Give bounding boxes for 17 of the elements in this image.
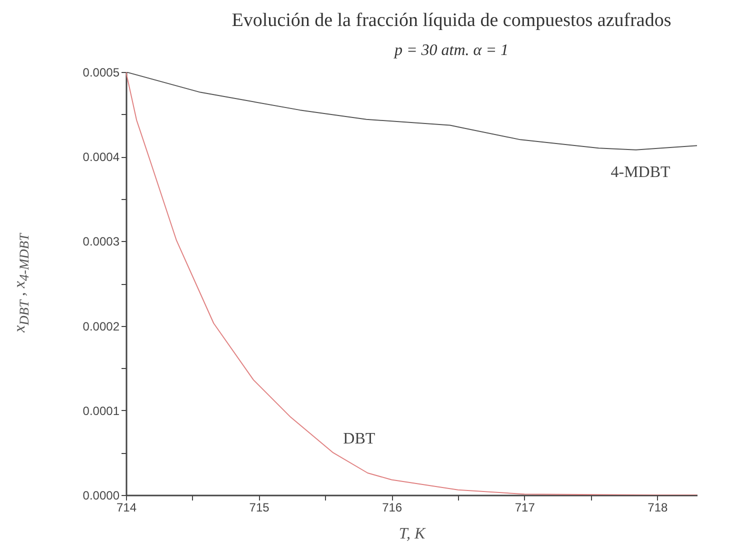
x-tick-label: 714 (116, 500, 137, 514)
x-tick-label: 716 (382, 500, 402, 514)
x-axis-title: T, K (398, 526, 427, 542)
chart-title: Evolución de la fracción líquida de compuestos azufrados (232, 10, 672, 31)
series-label: DBT (343, 430, 376, 448)
chart-subtitle: p = 30 atm. α = 1 (394, 42, 508, 59)
x-tick-label: 717 (514, 500, 536, 514)
x-tick-label: 715 (249, 500, 270, 514)
y-tick-label: 0.0003 (82, 234, 120, 249)
x-tick-label: 718 (648, 500, 668, 514)
line-series (126, 72, 697, 150)
y-tick-label: 0.0004 (82, 150, 120, 164)
y-tick-label: 0.0005 (82, 66, 120, 80)
y-tick-label: 0.0001 (82, 404, 120, 418)
series-label: 4-MDBT (610, 164, 671, 182)
y-tick-label: 0.0000 (82, 488, 120, 502)
y-tick-label: 0.0002 (82, 319, 120, 334)
